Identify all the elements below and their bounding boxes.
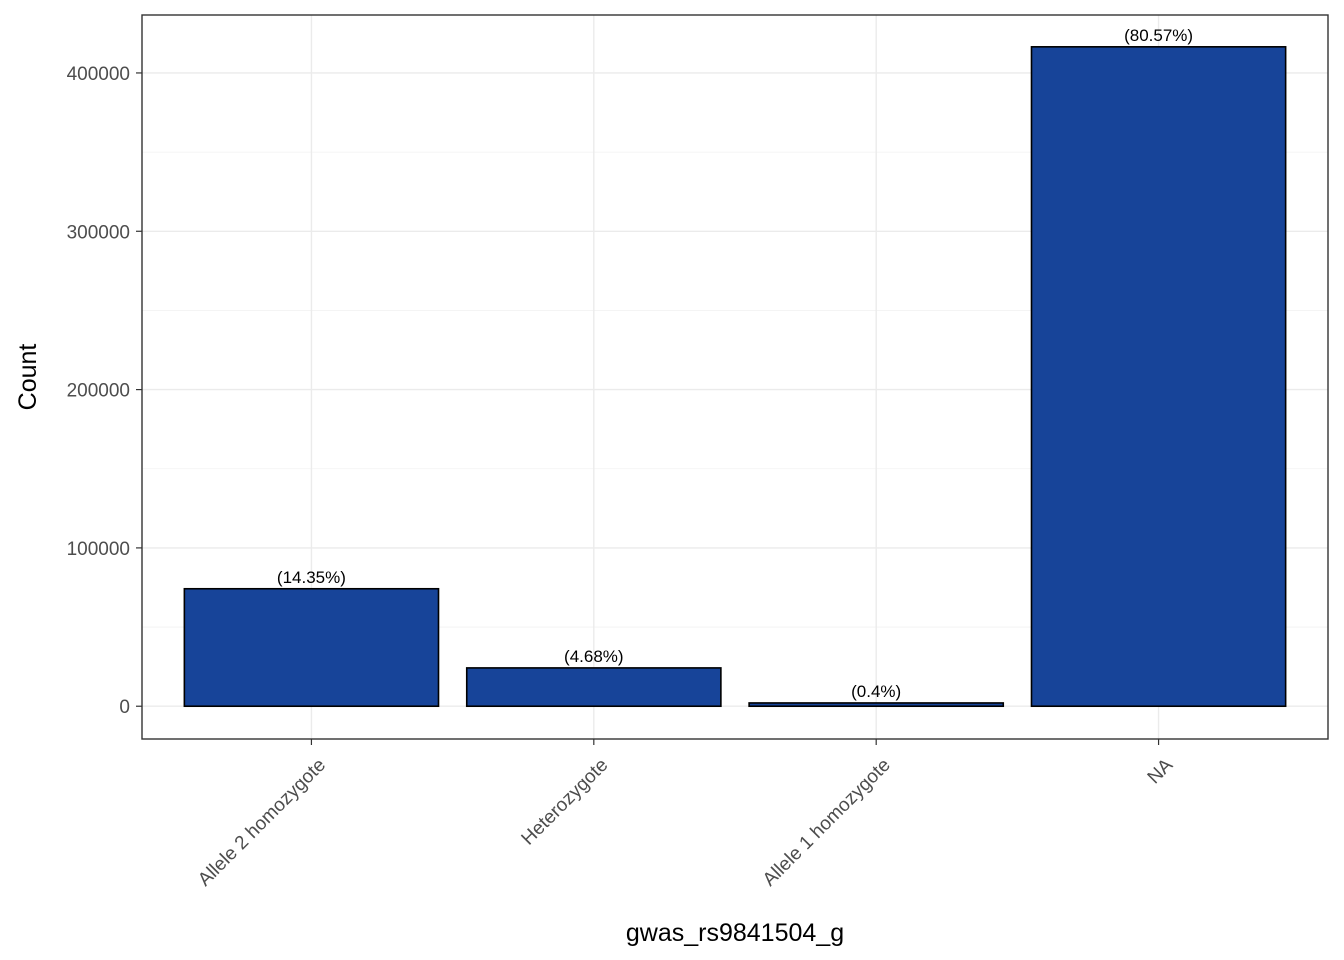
x-axis: Allele 2 homozygote Heterozygote Allele 1 … [194,739,1177,891]
bars [183,46,1287,708]
data-labels: (14.35%) (4.68%) (0.4%) (80.57%) [277,26,1193,701]
y-tick-label: 200000 [67,381,130,402]
x-tick-label: Heterozygote [518,755,613,850]
x-tick-label: Allele 2 homozygote [194,755,330,891]
bar-data-label: (0.4%) [851,682,901,701]
bar-data-label: (14.35%) [277,568,346,587]
panel-border [141,14,1329,740]
y-tick-label: 400000 [67,64,130,85]
x-axis-title: gwas_rs9841504_g [626,919,844,947]
bar-data-label: (4.68%) [564,647,624,666]
bar [465,667,722,708]
x-tick-label: Allele 1 homozygote [759,755,895,891]
bar [748,702,1005,708]
bar-data-label: (80.57%) [1124,26,1193,45]
y-axis-title: Count [14,344,42,411]
y-tick-label: 300000 [67,222,130,243]
y-tick-label: 100000 [67,539,130,560]
y-axis: 0 100000 200000 300000 400000 [67,64,142,718]
y-tick-label: 0 [119,697,130,718]
bar [183,587,440,708]
x-tick-label: NA [1144,755,1178,789]
bar [1030,46,1287,708]
